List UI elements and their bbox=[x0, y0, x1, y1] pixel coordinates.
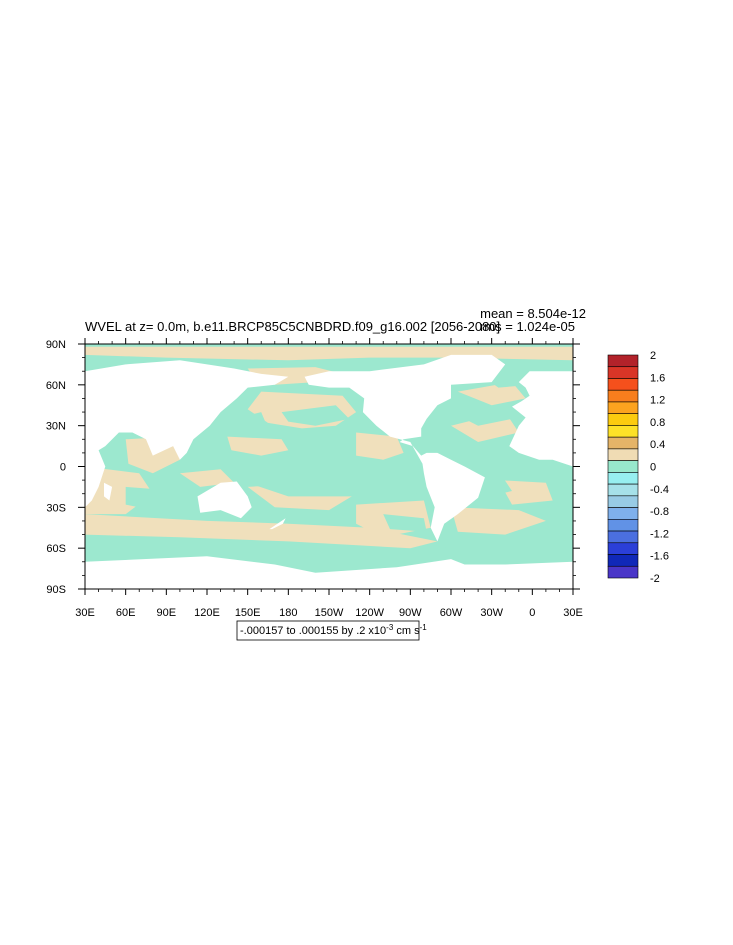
x-tick-label: 30E bbox=[563, 607, 583, 619]
contour-info-exp: -3 bbox=[386, 623, 394, 632]
y-tick-label: 30S bbox=[46, 502, 66, 514]
negative-region bbox=[464, 405, 512, 426]
colorbar-label: -1.6 bbox=[650, 551, 669, 563]
positive-region bbox=[227, 436, 289, 456]
colorbar: 2 1.6 1.2 0.8 0.4 0 -0.4 -0.8 -1.2 -1.6 -2 bbox=[607, 350, 669, 585]
positive-region bbox=[85, 514, 438, 549]
colorbar-swatch bbox=[607, 401, 639, 414]
positive-region bbox=[179, 469, 235, 487]
x-tick-label: 120E bbox=[194, 607, 220, 619]
mean-label: mean = 8.504e-12 bbox=[480, 306, 586, 321]
colorbar-label: 0 bbox=[650, 462, 656, 474]
contour-info-frame bbox=[236, 620, 420, 641]
colorbar-label: -1.2 bbox=[650, 528, 669, 540]
x-tick-label: 30W bbox=[480, 607, 503, 619]
y-tick-label: 60N bbox=[46, 380, 66, 392]
colorbar-label: -0.4 bbox=[650, 484, 669, 496]
land-mask bbox=[85, 360, 289, 508]
land-mask bbox=[509, 371, 573, 467]
colorbar-swatch bbox=[607, 448, 639, 461]
x-tick-label: 90W bbox=[399, 607, 422, 619]
colorbar-swatch bbox=[607, 519, 639, 532]
colorbar-swatch bbox=[607, 366, 639, 379]
x-tick-label: 150W bbox=[315, 607, 344, 619]
colorbar-swatch bbox=[607, 542, 639, 555]
chart-title: WVEL at z= 0.0m, b.e11.BRCP85C5CNBDRD.f0… bbox=[85, 319, 500, 334]
x-tick-label: 180 bbox=[279, 607, 297, 619]
x-tick-label: 120W bbox=[355, 607, 384, 619]
land-mask bbox=[269, 518, 286, 530]
negative-region bbox=[125, 486, 194, 511]
colorbar-label: 1.2 bbox=[650, 395, 665, 407]
colorbar-label: 2 bbox=[650, 350, 656, 362]
x-tick-label: 150E bbox=[235, 607, 261, 619]
y-tick-label: 0 bbox=[60, 462, 66, 474]
colorbar-swatch bbox=[607, 460, 639, 473]
x-axis-ticks: 30E 60E 90E 120E 150E 180 150W 120W 90W 60W 30W 0 30… bbox=[75, 338, 583, 619]
negative-region bbox=[383, 514, 427, 532]
contour-info-text: -.000157 to .000155 by .2 x10-3 cm s-1 bbox=[240, 623, 427, 637]
contour-info-unit: cm s bbox=[393, 625, 420, 637]
negative-region bbox=[234, 412, 268, 432]
x-tick-label: 90E bbox=[157, 607, 177, 619]
land-layer bbox=[85, 354, 573, 589]
positive-region bbox=[356, 432, 404, 460]
colorbar-label: -2 bbox=[650, 573, 660, 585]
negative-region bbox=[484, 371, 533, 388]
colorbar-swatch bbox=[607, 389, 639, 403]
colorbar-swatch bbox=[607, 507, 639, 520]
contour-info-box: -.000157 to .000155 by .2 x10-3 cm s-1 bbox=[236, 620, 427, 641]
rms-label: rms = 1.024e-05 bbox=[480, 319, 575, 334]
colorbar-label: 0.4 bbox=[650, 439, 665, 451]
positive-region bbox=[498, 480, 553, 505]
contour-info-range: -.000157 to .000155 by .2 x10 bbox=[240, 625, 386, 637]
colorbar-label: -0.8 bbox=[650, 506, 669, 518]
colorbar-swatch bbox=[607, 472, 639, 485]
colorbar-swatch bbox=[607, 436, 639, 450]
colorbar-swatch bbox=[607, 354, 639, 368]
land-mask bbox=[197, 481, 252, 519]
colorbar-swatch bbox=[607, 565, 639, 579]
y-tick-label: 90N bbox=[46, 339, 66, 351]
colorbar-swatch bbox=[607, 378, 639, 391]
colorbar-label: 1.6 bbox=[650, 372, 665, 384]
x-tick-label: 0 bbox=[529, 607, 535, 619]
land-mask bbox=[104, 482, 113, 501]
colorbar-swatch bbox=[607, 495, 639, 508]
y-tick-label: 90S bbox=[46, 584, 66, 596]
colorbar-label: 0.8 bbox=[650, 417, 665, 429]
contour-info-unit-exp: -1 bbox=[420, 623, 428, 632]
positive-region bbox=[451, 507, 546, 535]
x-tick-label: 60E bbox=[116, 607, 136, 619]
land-mask bbox=[304, 354, 506, 542]
negative-region bbox=[281, 405, 350, 426]
y-tick-label: 30N bbox=[46, 421, 66, 433]
negative-region bbox=[247, 473, 418, 497]
positive-region bbox=[457, 382, 526, 406]
colorbar-swatch bbox=[607, 554, 639, 567]
colorbar-swatch bbox=[607, 425, 639, 438]
colorbar-swatch bbox=[607, 483, 639, 497]
map-plot-area: 30E 60E 90E 120E 150E 180 150W 120W 90W 60W 30W 0 30… bbox=[46, 338, 583, 619]
x-tick-label: 30E bbox=[75, 607, 95, 619]
colorbar-swatch bbox=[607, 413, 639, 426]
antarctica-mask bbox=[85, 556, 573, 589]
y-tick-label: 60S bbox=[46, 543, 66, 555]
colorbar-swatch bbox=[607, 530, 639, 544]
x-tick-label: 60W bbox=[440, 607, 463, 619]
y-axis-ticks: 90N 60N 30N 0 30S 60S 90S bbox=[46, 339, 580, 596]
